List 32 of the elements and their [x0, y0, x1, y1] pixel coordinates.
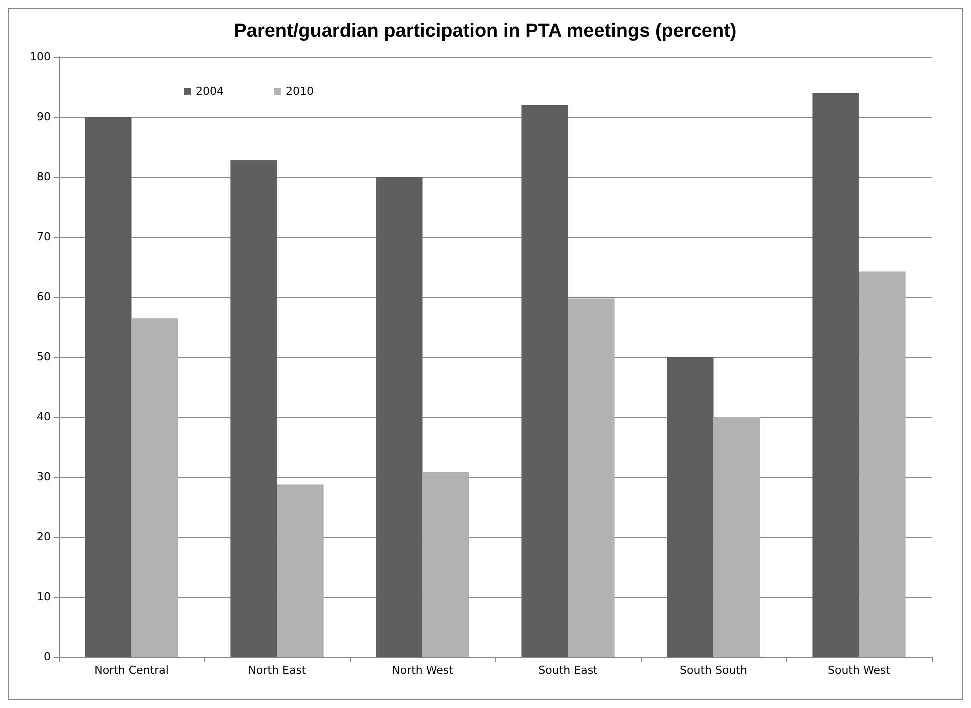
- x-tick-label: South East: [538, 664, 599, 677]
- x-tick-label: North East: [248, 664, 307, 677]
- y-tick-label: 50: [37, 350, 51, 364]
- y-tick-label: 20: [37, 530, 51, 544]
- bar: [522, 105, 568, 657]
- y-tick-label: 60: [37, 290, 51, 304]
- y-tick-label: 80: [37, 170, 51, 184]
- x-tick-label: South South: [680, 664, 748, 677]
- y-tick-label: 70: [37, 230, 51, 244]
- y-tick-label: 100: [30, 50, 51, 64]
- y-tick-label: 10: [37, 590, 51, 604]
- legend-label: 2004: [196, 85, 224, 98]
- bar: [812, 93, 860, 657]
- y-tick-label: 90: [37, 110, 51, 124]
- x-tick-label: North Central: [94, 664, 169, 677]
- y-tick-label: 0: [44, 650, 51, 664]
- bar: [568, 298, 615, 657]
- bar: [667, 357, 714, 657]
- bar: [230, 160, 278, 657]
- bar: [132, 318, 178, 657]
- chart-title: Parent/guardian participation in PTA meetings (percent): [234, 21, 737, 42]
- bar: [422, 472, 470, 657]
- y-tick-label: 30: [37, 470, 51, 484]
- bar: [714, 417, 760, 657]
- bar: [859, 272, 906, 657]
- legend-label: 2010: [286, 85, 314, 98]
- bar: [85, 117, 132, 657]
- y-tick-label: 40: [37, 410, 51, 424]
- bar: [277, 484, 324, 657]
- x-tick-label: North West: [392, 664, 454, 677]
- x-tick-label: South West: [828, 664, 892, 677]
- bar: [376, 177, 423, 657]
